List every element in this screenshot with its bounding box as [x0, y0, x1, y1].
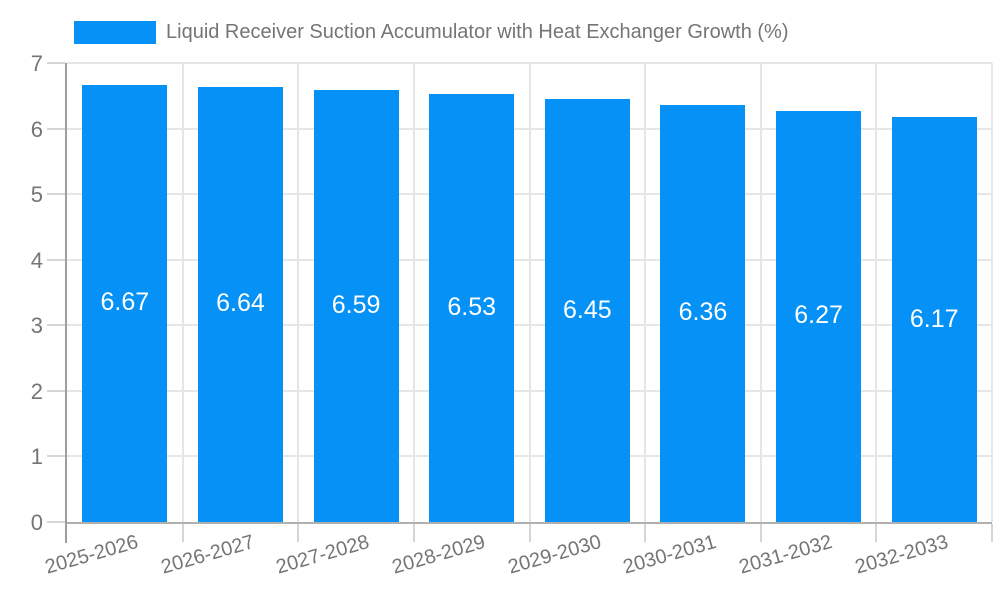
y-tick-label: 6	[30, 116, 43, 142]
bar-value-label: 6.59	[331, 290, 381, 319]
bar[interactable]	[776, 110, 862, 522]
y-tick-mark	[47, 62, 65, 64]
x-tick-mark	[991, 524, 993, 542]
x-tick-label: 2026-2027	[158, 531, 257, 579]
v-gridline	[644, 63, 647, 522]
bar[interactable]	[197, 86, 283, 522]
v-gridline	[991, 63, 993, 522]
y-tick-label: 3	[30, 313, 43, 339]
y-tick-label: 5	[30, 182, 43, 208]
y-tick-label: 4	[30, 247, 43, 273]
x-tick-mark	[412, 524, 415, 542]
v-gridline	[181, 63, 184, 522]
bar-value-label: 6.27	[794, 301, 843, 330]
x-tick-label: 2032-2033	[852, 531, 951, 579]
x-tick-mark	[181, 524, 184, 542]
x-tick-mark	[875, 524, 878, 542]
y-tick-label: 2	[30, 378, 43, 404]
bar[interactable]	[544, 99, 630, 522]
bar[interactable]	[82, 84, 168, 522]
bar[interactable]	[429, 93, 515, 522]
y-tick-label: 1	[30, 444, 43, 470]
x-tick-mark	[528, 524, 531, 542]
y-axis-line	[65, 63, 67, 543]
chart-title: Liquid Receiver Suction Accumulator with…	[166, 20, 789, 43]
y-tick-mark	[47, 193, 65, 196]
chart-legend: Liquid Receiver Suction Accumulator with…	[74, 20, 789, 44]
y-tick-mark	[47, 455, 65, 458]
x-tick-label: 2025-2026	[42, 531, 141, 579]
y-tick-mark	[47, 258, 65, 261]
y-tick-mark	[47, 324, 65, 327]
y-tick-mark	[47, 389, 65, 392]
v-gridline	[528, 63, 531, 522]
v-gridline	[297, 63, 300, 522]
bar-value-label: 6.36	[678, 298, 728, 327]
bar[interactable]	[313, 89, 399, 522]
x-tick-label: 2031-2032	[736, 531, 835, 579]
y-tick-label: 0	[30, 510, 43, 535]
bar-value-label: 6.53	[447, 292, 497, 321]
x-axis-baseline	[65, 522, 992, 524]
x-tick-label: 2029-2030	[505, 531, 604, 579]
x-tick-mark	[297, 524, 300, 542]
y-tick-mark	[47, 127, 65, 130]
bar-value-label: 6.17	[909, 304, 959, 333]
y-tick-label: 7	[30, 51, 43, 76]
bar[interactable]	[891, 117, 977, 522]
bar[interactable]	[660, 104, 746, 522]
x-tick-label: 2027-2028	[274, 531, 373, 579]
bar-value-label: 6.67	[100, 288, 150, 317]
legend-swatch	[74, 20, 156, 44]
x-tick-label: 2028-2029	[389, 531, 488, 579]
v-gridline	[875, 63, 878, 522]
bar-value-label: 6.45	[562, 295, 612, 324]
x-tick-mark	[644, 524, 647, 542]
x-tick-mark	[759, 524, 762, 542]
v-gridline	[759, 63, 762, 522]
v-gridline	[412, 63, 415, 522]
x-tick-label: 2030-2031	[620, 531, 720, 579]
bar-value-label: 6.64	[216, 289, 265, 318]
y-tick-mark	[47, 521, 65, 523]
